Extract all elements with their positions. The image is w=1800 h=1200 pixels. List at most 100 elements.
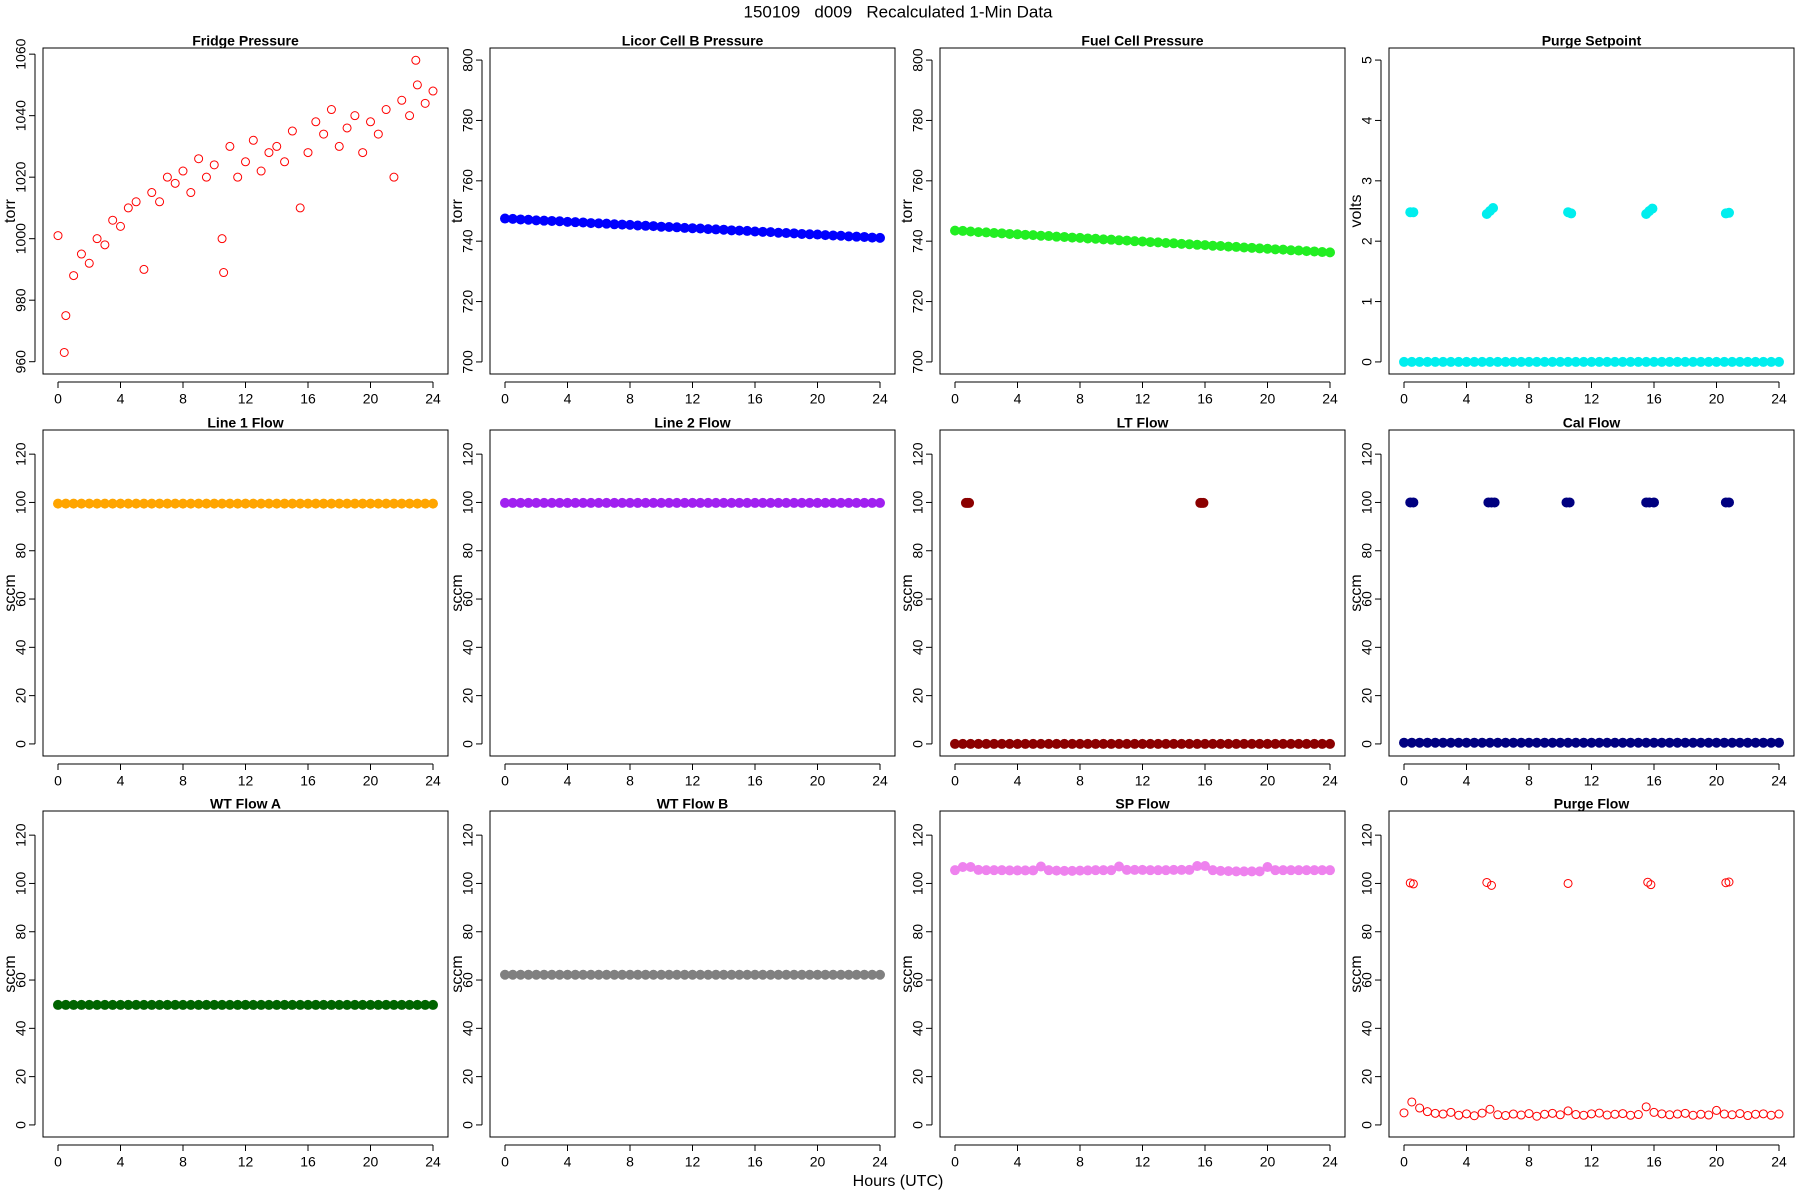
data-point <box>1633 1110 1643 1120</box>
y-tick-label: 3 <box>1359 177 1375 185</box>
x-axis-title: Hours (UTC) <box>853 1173 944 1190</box>
x-tick-label: 24 <box>425 1154 441 1170</box>
data-point <box>1488 202 1499 213</box>
data-point <box>1563 1106 1573 1116</box>
panel: LT Flow sccm 0 4 8 12 16 20 24 0 20 40 60 80 100 120 <box>899 415 1346 789</box>
plot-frame <box>42 810 449 1138</box>
panel: SP Flow sccm 0 4 8 12 16 20 24 0 20 40 60 80 100 120 <box>899 796 1346 1170</box>
x-tick-label: 24 <box>425 773 441 789</box>
data-point <box>1563 878 1573 888</box>
y-tick-label: 20 <box>910 688 926 704</box>
plot-area <box>500 969 885 980</box>
x-tick-label: 0 <box>54 1154 62 1170</box>
data-point <box>875 969 885 980</box>
x-tick-label: 24 <box>872 1154 888 1170</box>
x-tick-label: 20 <box>363 773 379 789</box>
data-point <box>1774 356 1784 367</box>
data-point <box>1399 1108 1409 1118</box>
panel: Fuel Cell Pressure torr 0 4 8 12 16 20 24 700 720 7… <box>899 33 1346 407</box>
y-tick-label: 60 <box>460 972 476 988</box>
y-tick-label: 80 <box>13 543 29 559</box>
x-tick-label: 12 <box>1584 773 1600 789</box>
plot-area <box>950 497 1335 749</box>
panel: Licor Cell B Pressure torr 0 4 8 12 16 20 24 700 7… <box>449 33 896 407</box>
y-tick-label: 0 <box>910 1121 926 1129</box>
y-tick-label: 0 <box>13 1121 29 1129</box>
y-tick-label: 800 <box>910 48 926 72</box>
y-tick-label: 40 <box>910 639 926 655</box>
plot-area <box>53 498 438 509</box>
data-point <box>389 172 399 182</box>
x-tick-label: 20 <box>1709 773 1725 789</box>
data-point <box>366 117 375 127</box>
x-tick-label: 4 <box>564 773 572 789</box>
y-tick-label: 20 <box>910 1069 926 1085</box>
y-tick-label: 20 <box>13 1069 29 1085</box>
x-tick-label: 24 <box>872 773 888 789</box>
x-tick-label: 4 <box>1014 1154 1022 1170</box>
plot-frame <box>939 810 1346 1138</box>
data-point <box>201 172 211 182</box>
data-point <box>358 148 368 158</box>
data-point <box>1408 497 1419 508</box>
x-tick-label: 12 <box>1135 773 1151 789</box>
y-tick-label: 80 <box>910 543 926 559</box>
plot-frame <box>1388 429 1795 757</box>
panel-title: Purge Flow <box>1554 796 1630 812</box>
y-axis-title: sccm <box>2 955 19 992</box>
data-point <box>326 105 336 115</box>
panel-title: Purge Setpoint <box>1542 33 1642 49</box>
y-tick-label: 740 <box>910 229 926 253</box>
data-point <box>350 111 360 121</box>
data-point <box>381 105 391 115</box>
y-axis-title: sccm <box>899 574 916 611</box>
x-tick-label: 20 <box>1709 391 1725 407</box>
y-tick-label: 720 <box>910 290 926 314</box>
plot-frame <box>42 47 449 375</box>
data-point <box>92 234 102 244</box>
plot-frame <box>489 810 896 1138</box>
x-tick-label: 24 <box>1322 773 1338 789</box>
data-point <box>219 268 229 278</box>
x-tick-label: 4 <box>564 391 572 407</box>
panel-title: WT Flow A <box>210 796 281 812</box>
y-tick-label: 700 <box>460 350 476 374</box>
x-tick-label: 20 <box>1260 391 1276 407</box>
data-point <box>420 98 430 108</box>
x-tick-label: 0 <box>951 1154 959 1170</box>
x-tick-label: 12 <box>238 773 254 789</box>
x-tick-label: 20 <box>810 1154 826 1170</box>
x-tick-label: 0 <box>501 773 509 789</box>
x-tick-label: 0 <box>951 391 959 407</box>
data-point <box>1647 203 1658 214</box>
plot-frame <box>1388 47 1795 375</box>
data-point <box>1407 1097 1417 1107</box>
x-tick-label: 8 <box>1076 391 1084 407</box>
y-axis-title: torr <box>2 198 19 223</box>
x-tick-label: 16 <box>747 773 763 789</box>
y-tick-label: 80 <box>460 924 476 940</box>
x-tick-label: 12 <box>685 391 701 407</box>
data-point <box>287 126 297 136</box>
x-tick-label: 0 <box>501 1154 509 1170</box>
x-tick-label: 8 <box>1076 1154 1084 1170</box>
y-tick-label: 0 <box>1359 740 1375 748</box>
panel: Cal Flow sccm 0 4 8 12 16 20 24 0 20 40 60 80 100 120 <box>1348 415 1795 789</box>
panel-title: Fuel Cell Pressure <box>1081 33 1203 49</box>
y-tick-label: 20 <box>13 688 29 704</box>
x-tick-label: 20 <box>1260 1154 1276 1170</box>
data-point <box>186 188 196 198</box>
data-point <box>319 129 329 139</box>
y-tick-label: 60 <box>460 591 476 607</box>
y-tick-label: 100 <box>460 491 476 515</box>
x-tick-label: 24 <box>1771 1154 1787 1170</box>
y-tick-label: 120 <box>460 823 476 847</box>
y-tick-label: 60 <box>910 972 926 988</box>
x-tick-label: 12 <box>238 1154 254 1170</box>
panel-title: Line 1 Flow <box>207 415 283 431</box>
x-tick-label: 16 <box>300 1154 316 1170</box>
data-point <box>303 148 313 158</box>
data-point <box>412 80 422 90</box>
data-point <box>875 497 885 508</box>
y-tick-label: 760 <box>910 169 926 193</box>
